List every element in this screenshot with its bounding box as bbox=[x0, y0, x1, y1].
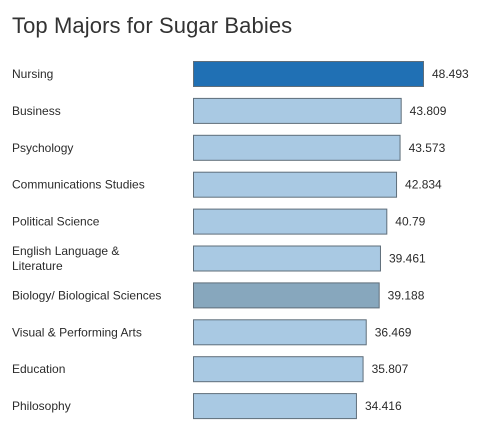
bar bbox=[193, 356, 364, 383]
category-label: Psychology bbox=[12, 141, 73, 155]
bar bbox=[193, 134, 401, 161]
value-label: 36.469 bbox=[375, 325, 412, 339]
category-label-line: English Language & bbox=[12, 244, 119, 258]
category-label-line: Political Science bbox=[12, 215, 100, 229]
category-label-line: Biology/ Biological Sciences bbox=[12, 288, 161, 302]
bar bbox=[193, 393, 357, 420]
value-label: 42.834 bbox=[405, 178, 442, 192]
value-label: 43.573 bbox=[409, 141, 446, 155]
bar bbox=[193, 282, 380, 309]
category-label: Business bbox=[12, 104, 61, 118]
value-label: 40.79 bbox=[395, 215, 425, 229]
category-label: English Language & Literature bbox=[12, 244, 119, 273]
value-label: 34.416 bbox=[365, 399, 402, 413]
value-label: 43.809 bbox=[410, 104, 447, 118]
category-label: Political Science bbox=[12, 215, 100, 229]
category-label-line: Communications Studies bbox=[12, 178, 145, 192]
category-label-line: Education bbox=[12, 362, 65, 376]
category-label-line: Nursing bbox=[12, 67, 53, 81]
bar bbox=[193, 171, 398, 198]
category-label: Biology/ Biological Sciences bbox=[12, 288, 161, 302]
bar bbox=[193, 319, 367, 346]
category-label-line: Psychology bbox=[12, 141, 73, 155]
category-label: Philosophy bbox=[12, 399, 71, 413]
category-label-line: Business bbox=[12, 104, 61, 118]
category-label: Nursing bbox=[12, 67, 53, 81]
bar bbox=[193, 61, 424, 87]
category-label-line: Philosophy bbox=[12, 399, 71, 413]
category-label-line: Visual & Performing Arts bbox=[12, 325, 142, 339]
category-label-line: Literature bbox=[12, 259, 63, 273]
bar bbox=[193, 208, 388, 235]
bar bbox=[193, 97, 402, 124]
category-label: Education bbox=[12, 362, 65, 376]
category-label: Visual & Performing Arts bbox=[12, 325, 142, 339]
bar bbox=[193, 245, 381, 272]
value-label: 35.807 bbox=[372, 362, 409, 376]
value-label: 39.188 bbox=[388, 288, 425, 302]
value-label: 39.461 bbox=[389, 252, 426, 266]
category-label: Communications Studies bbox=[12, 178, 145, 192]
value-label: 48.493 bbox=[432, 67, 469, 81]
chart-title: Top Majors for Sugar Babies bbox=[12, 13, 293, 38]
